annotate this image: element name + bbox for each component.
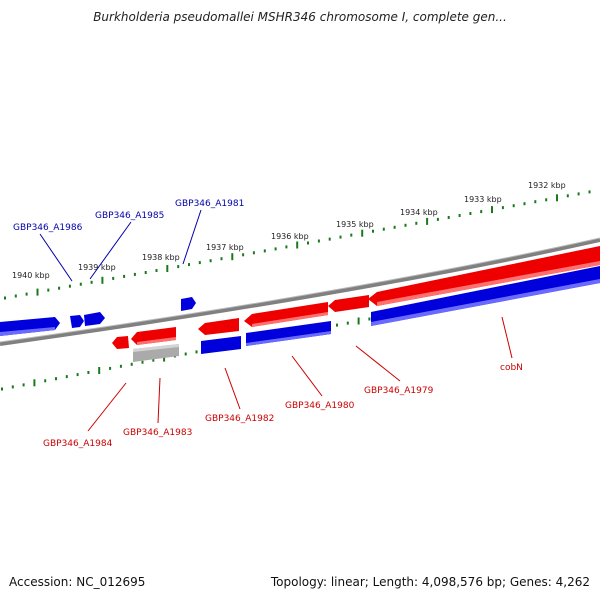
ruler-label-1935-kbp: 1935 kbp <box>336 220 374 229</box>
gene-GBP346_A1981[interactable] <box>181 297 196 311</box>
gene-pseudo-edge <box>133 344 179 352</box>
gene-GBP346_A1984[interactable] <box>112 336 129 349</box>
gene-forward-mid[interactable] <box>328 295 369 312</box>
ruler-label-1933-kbp: 1933 kbp <box>464 195 502 204</box>
gene-small-reverse-1[interactable] <box>70 315 84 328</box>
leader-line-gbp346-a1982 <box>224 367 241 410</box>
leader-line-cobn <box>501 316 513 359</box>
ruler-label-1939-kbp: 1939 kbp <box>78 263 116 272</box>
topology-label: Topology: linear; Length: 4,098,576 bp; … <box>270 575 590 589</box>
ruler-label-1937-kbp: 1937 kbp <box>206 243 244 252</box>
leader-line-gbp346-a1985 <box>89 221 132 280</box>
gene-GBP346_A1980[interactable] <box>244 302 328 327</box>
gene-label-gbp346-a1984[interactable]: GBP346_A1984 <box>43 439 113 449</box>
gene-GBP346_A1980-edge <box>252 312 328 327</box>
gene-label-gbp346-a1980[interactable]: GBP346_A1980 <box>285 401 355 411</box>
top-gene-labels: GBP346_A1986 GBP346_A1985 GBP346_A1981 <box>13 199 244 282</box>
gene-label-gbp346-a1983[interactable]: GBP346_A1983 <box>123 428 192 438</box>
ruler-label-1936-kbp: 1936 kbp <box>271 232 309 241</box>
gene-label-gbp346-a1986[interactable]: GBP346_A1986 <box>13 223 83 233</box>
leader-line-gbp346-a1979 <box>355 345 401 382</box>
leader-line-gbp346-a1980 <box>291 355 323 397</box>
leader-line-gbp346-a1984 <box>87 382 127 432</box>
leader-line-gbp346-a1981 <box>182 209 202 265</box>
chromosome-backbone-highlight <box>0 237 600 343</box>
ruler-upper: 1940 kbp 1939 kbp 1938 kbp 1937 kbp 1936 kbp… <box>4 181 591 300</box>
ruler-label-1932-kbp: 1932 kbp <box>528 181 566 190</box>
gene-label-gbp346-a1979[interactable]: GBP346_A1979 <box>364 386 434 396</box>
gene-label-gbp346-a1981[interactable]: GBP346_A1981 <box>175 199 244 209</box>
page-title: Burkholderia pseudomallei MSHR346 chromo… <box>93 10 507 24</box>
gene-GBP346_A1985[interactable] <box>84 312 105 326</box>
gene-cobN-forward[interactable] <box>368 246 600 306</box>
ruler-label-1940-kbp: 1940 kbp <box>12 271 50 280</box>
leader-line-gbp346-a1986 <box>39 233 73 282</box>
chromosome-backbone <box>0 238 600 346</box>
gene-GBP346_A1986-edge <box>0 327 55 336</box>
gene-reverse-a[interactable] <box>201 336 241 354</box>
gene-label-cobn[interactable]: cobN <box>500 363 523 373</box>
gene-label-gbp346-a1982[interactable]: GBP346_A1982 <box>205 414 274 424</box>
gene-reverse-b[interactable] <box>246 321 331 346</box>
accession-label: Accession: NC_012695 <box>9 575 146 589</box>
gene-reverse-c-edge <box>371 279 600 326</box>
gene-GBP346_A1982[interactable] <box>198 318 239 335</box>
gene-cobN-forward-edge <box>377 261 600 306</box>
bottom-gene-labels: GBP346_A1984 GBP346_A1983 GBP346_A1982 GBP3… <box>43 316 523 449</box>
gene-reverse-b-edge <box>246 331 331 346</box>
ruler-label-1934-kbp: 1934 kbp <box>400 208 438 217</box>
gene-label-gbp346-a1985[interactable]: GBP346_A1985 <box>95 211 164 221</box>
gene-reverse-c[interactable] <box>371 266 600 326</box>
gene-GBP346_A1983-edge <box>137 337 176 345</box>
leader-line-gbp346-a1983 <box>157 377 161 424</box>
ruler-label-1938-kbp: 1938 kbp <box>142 253 180 262</box>
